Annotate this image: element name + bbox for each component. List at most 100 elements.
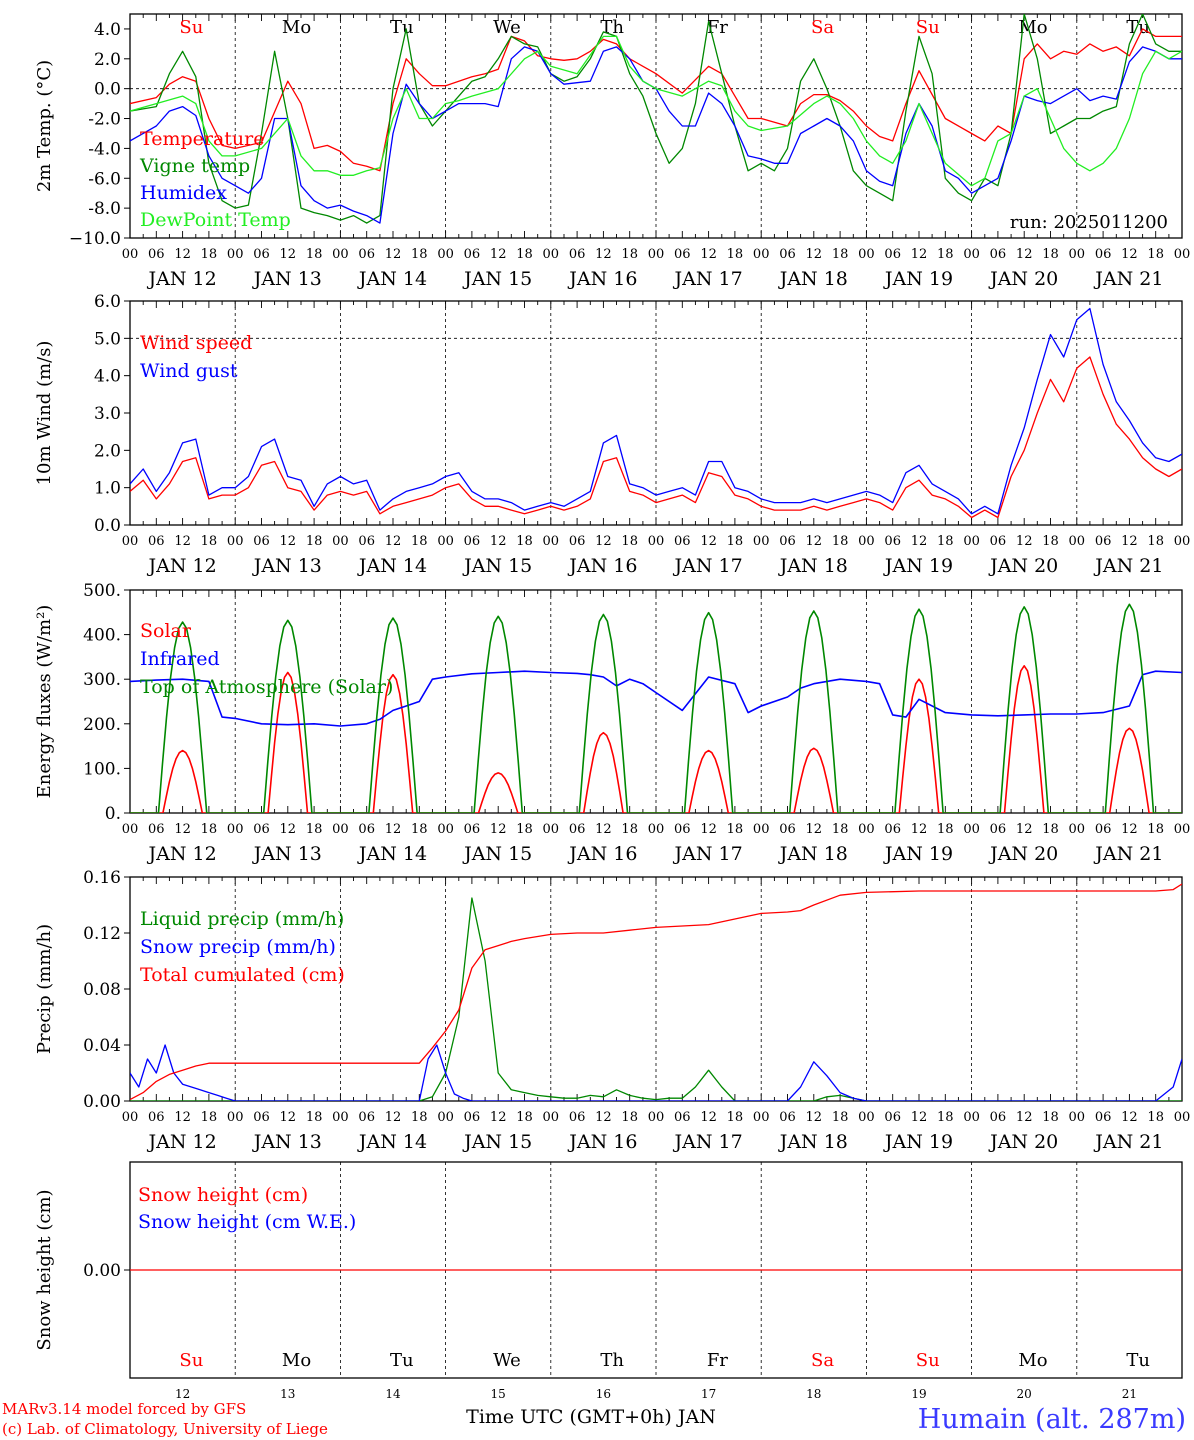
y-axis-label: Snow height (cm)	[34, 1189, 55, 1350]
weekday-label: Sa	[811, 1350, 834, 1371]
y-tick-label: 100.	[83, 759, 121, 779]
y-tick-label: 1.0	[94, 479, 121, 499]
weekday-label: Mo	[282, 17, 311, 38]
hour-label: 06	[358, 822, 375, 837]
hour-label: 12	[490, 534, 507, 549]
hour-label: 00	[963, 534, 980, 549]
series-line-top-of-atmosphere-solar-	[130, 603, 1182, 813]
y-tick-label: 400.	[83, 626, 121, 646]
legend-entry: Solar	[140, 620, 192, 642]
date-label: JAN 21	[1093, 1131, 1163, 1153]
date-label: JAN 13	[252, 1131, 322, 1153]
hour-label: 06	[884, 822, 901, 837]
hour-label: 12	[1016, 1110, 1033, 1125]
hour-label: 18	[516, 822, 533, 837]
legend-entry: Wind speed	[140, 332, 252, 354]
series-line-wind-gust	[130, 307, 1182, 515]
hour-label: 00	[332, 534, 349, 549]
hour-label: 06	[1095, 822, 1112, 837]
hour-label: 00	[1069, 247, 1086, 262]
series-line-total-cumulated-cm-	[130, 883, 1182, 1101]
weekday-label: Fr	[707, 17, 728, 38]
hour-label: 18	[937, 534, 954, 549]
hour-label: 18	[832, 822, 849, 837]
hour-label: 00	[1069, 1110, 1086, 1125]
hour-label: 12	[700, 1110, 717, 1125]
hour-label: 12	[595, 534, 612, 549]
hour-label: 06	[253, 822, 270, 837]
y-tick-label: 3.0	[94, 404, 121, 424]
hour-label: 18	[937, 822, 954, 837]
hour-label: 18	[411, 247, 428, 262]
hour-label: 12	[385, 822, 402, 837]
hour-label: 18	[201, 247, 218, 262]
hour-label: 18	[201, 534, 218, 549]
y-tick-label: 5.0	[94, 329, 121, 349]
x-axis-title: Time UTC (GMT+0h) JAN	[466, 1406, 716, 1428]
hour-label: 12	[1016, 822, 1033, 837]
y-tick-label: 4.0	[94, 367, 121, 387]
hour-label: 00	[227, 1110, 244, 1125]
hour-label: 12	[911, 534, 928, 549]
date-label: JAN 19	[883, 843, 953, 865]
hour-label: 12	[1121, 1110, 1138, 1125]
hour-label: 12	[490, 822, 507, 837]
hour-label: 06	[990, 822, 1007, 837]
panel-snow: 0.00 Snow height (cm) Su Mo Tu We Th Fr Sa Su Mo Tu…	[34, 1161, 1183, 1379]
hour-label: 12	[1121, 822, 1138, 837]
y-axis-label: 2m Temp. (°C)	[34, 60, 55, 192]
panel-energy: 500. 400. 300. 200. 100. 0. Energy fluxes (W/m…	[34, 581, 1190, 865]
hour-label: 18	[306, 247, 323, 262]
hour-label: 00	[858, 1110, 875, 1125]
legend-entry: Vigne temp	[139, 155, 250, 177]
hour-label: 18	[621, 1110, 638, 1125]
hour-label: 06	[884, 1110, 901, 1125]
y-tick-label: 0.	[105, 804, 121, 824]
y-axis-label: 10m Wind (m/s)	[34, 341, 55, 486]
hour-label: 12	[1016, 247, 1033, 262]
series-group	[130, 603, 1182, 813]
hour-label: 12	[385, 247, 402, 262]
date-label: JAN 20	[988, 268, 1058, 290]
hour-label: 12	[280, 1110, 297, 1125]
legend-entry: DewPoint Temp	[140, 209, 291, 231]
panel-frame	[129, 300, 1183, 526]
weekday-label: Su	[179, 17, 203, 38]
date-label: JAN 13	[252, 843, 322, 865]
panel-frame	[129, 13, 1183, 239]
series-line-humidex	[130, 46, 1182, 224]
y-axis-label: Energy fluxes (W/m²)	[34, 605, 55, 799]
day-number-label: 16	[596, 1387, 611, 1401]
hour-label: 06	[464, 1110, 481, 1125]
hour-label: 06	[464, 822, 481, 837]
run-label: run: 2025011200	[1010, 212, 1168, 233]
weekday-label: Tu	[390, 1350, 414, 1371]
date-label: JAN 16	[567, 268, 637, 290]
weekday-label: Mo	[1018, 17, 1047, 38]
hour-label: 06	[569, 1110, 586, 1125]
hour-label: 06	[990, 247, 1007, 262]
hour-label: 18	[516, 247, 533, 262]
hour-ticks	[129, 590, 1183, 813]
hour-label: 18	[727, 1110, 744, 1125]
hour-label: 06	[674, 1110, 691, 1125]
hour-label: 18	[306, 822, 323, 837]
hour-label: 12	[174, 1110, 191, 1125]
hour-label: 12	[1121, 247, 1138, 262]
panel-wind: 6.0 5.0 4.0 3.0 2.0 1.0 0.0 10m Wind (m/s) 00 06 1…	[34, 292, 1190, 577]
date-label: JAN 17	[673, 843, 743, 865]
hour-label: 18	[621, 534, 638, 549]
day-number-label: 21	[1122, 1387, 1137, 1401]
hour-label: 06	[253, 1110, 270, 1125]
hour-label: 06	[884, 247, 901, 262]
weekday-label: Mo	[1018, 1350, 1047, 1371]
hour-label: 06	[358, 247, 375, 262]
date-label: JAN 12	[147, 1131, 217, 1153]
hour-label: 00	[963, 247, 980, 262]
hour-label: 18	[1147, 534, 1164, 549]
y-tick-label: -6.0	[88, 169, 121, 189]
hour-label: 06	[884, 534, 901, 549]
date-label: JAN 18	[778, 1131, 848, 1153]
hour-label: 18	[1147, 247, 1164, 262]
series-line-solar	[130, 664, 1182, 813]
